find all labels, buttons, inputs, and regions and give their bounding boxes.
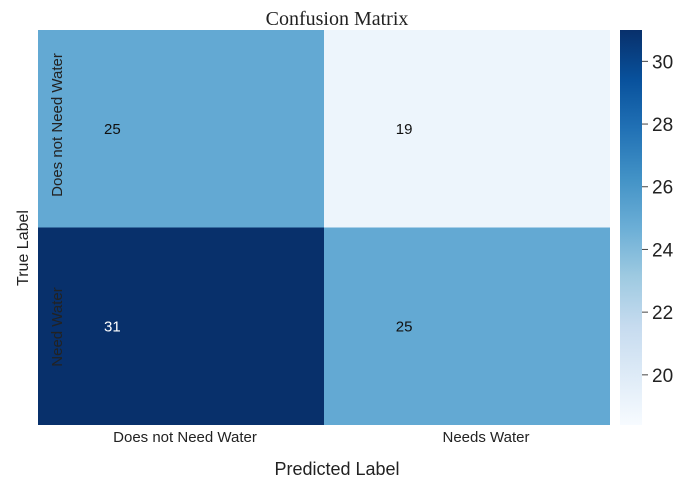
colorbar-tick-label-30: 30	[652, 52, 673, 73]
heatmap-cell-r1-c0	[38, 227, 324, 425]
cell-value-label-r0-c0: 25	[104, 121, 121, 138]
cell-value-label-r0-c1: 19	[396, 121, 413, 138]
colorbar-ticks: 20 22 24 26 28 30	[642, 52, 674, 387]
colorbar-tick-label-26: 26	[652, 178, 673, 199]
y-tick-label-need-water: Need Water	[49, 287, 66, 366]
y-tick-label-does-not-need-water: Does not Need Water	[49, 53, 66, 197]
heatmap-cell-r0-c0	[38, 30, 324, 228]
heatmap-cell-r1-c1	[324, 227, 610, 425]
x-axis-label: Predicted Label	[274, 459, 399, 479]
chart-title: Confusion Matrix	[266, 8, 409, 30]
cell-value-label-r1-c1: 25	[396, 318, 413, 335]
heatmap-cells	[38, 30, 610, 425]
colorbar-tick-label-28: 28	[652, 115, 673, 136]
colorbar	[620, 30, 642, 425]
colorbar-tick-label-20: 20	[652, 366, 673, 387]
colorbar-tick-label-24: 24	[652, 240, 674, 261]
x-tick-label-does-not-need-water: Does not Need Water	[113, 429, 257, 446]
colorbar-tick-label-22: 22	[652, 303, 673, 324]
heatmap-cell-r0-c1	[324, 30, 610, 228]
x-tick-label-needs-water: Needs Water	[443, 429, 530, 446]
cell-value-labels: 25 19 31 25	[104, 121, 412, 336]
cell-value-label-r1-c0: 31	[104, 318, 121, 335]
y-axis-label: True Label	[15, 210, 32, 286]
